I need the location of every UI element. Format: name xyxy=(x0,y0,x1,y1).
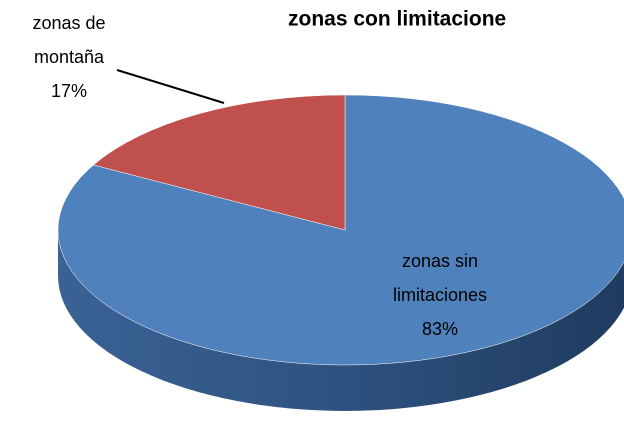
pie-slice xyxy=(57,94,624,366)
category-label: zonas de montaña xyxy=(32,13,106,67)
value-label: 17% xyxy=(50,81,88,101)
slice-label: zonas de montaña 17% xyxy=(18,6,120,108)
pie-slice xyxy=(92,94,346,231)
category-label: zonas sin limitaciones xyxy=(392,251,488,305)
value-label: 83% xyxy=(421,319,459,339)
slice-label: zonas sin limitaciones 83% xyxy=(372,244,508,346)
pie-side xyxy=(58,230,624,411)
leader-line xyxy=(116,69,225,104)
chart-title: zonas con limitacione xyxy=(288,8,506,31)
